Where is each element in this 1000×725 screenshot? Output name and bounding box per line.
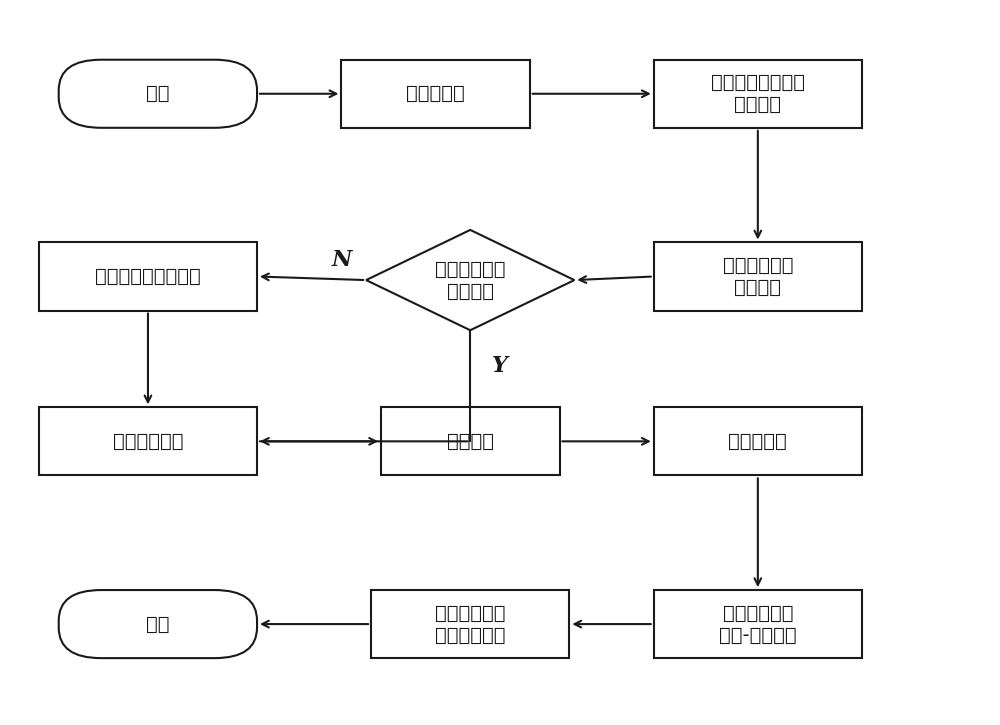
Bar: [371, 590, 569, 658]
Bar: [341, 59, 530, 128]
Text: 结束: 结束: [146, 615, 170, 634]
Text: 开始: 开始: [146, 84, 170, 103]
Bar: [381, 407, 560, 476]
Text: Y: Y: [492, 355, 508, 377]
Bar: [654, 242, 862, 310]
Bar: [39, 242, 257, 310]
Text: N: N: [331, 249, 352, 271]
Text: 定义边界条件: 定义边界条件: [113, 432, 183, 451]
Text: 计算球头螺栓
初始轴力: 计算球头螺栓 初始轴力: [723, 256, 793, 297]
Text: 确定球头螺栓
轴力损失大小: 确定球头螺栓 轴力损失大小: [435, 604, 506, 645]
Text: 定义各零件之间的
连接关系: 定义各零件之间的 连接关系: [711, 73, 805, 115]
Text: 是否有非线性
材料属性: 是否有非线性 材料属性: [435, 260, 506, 301]
FancyBboxPatch shape: [59, 590, 257, 658]
FancyBboxPatch shape: [59, 59, 257, 128]
Polygon shape: [366, 230, 574, 331]
Text: 有限元求解: 有限元求解: [728, 432, 787, 451]
Bar: [39, 407, 257, 476]
Bar: [654, 59, 862, 128]
Bar: [654, 590, 862, 658]
Text: 定义非线性材料属性: 定义非线性材料属性: [95, 267, 201, 286]
Text: 加载载荷: 加载载荷: [447, 432, 494, 451]
Text: 输出球头螺栓
轴力-时间曲线: 输出球头螺栓 轴力-时间曲线: [719, 604, 797, 645]
Text: 有限元建模: 有限元建模: [406, 84, 465, 103]
Bar: [654, 407, 862, 476]
